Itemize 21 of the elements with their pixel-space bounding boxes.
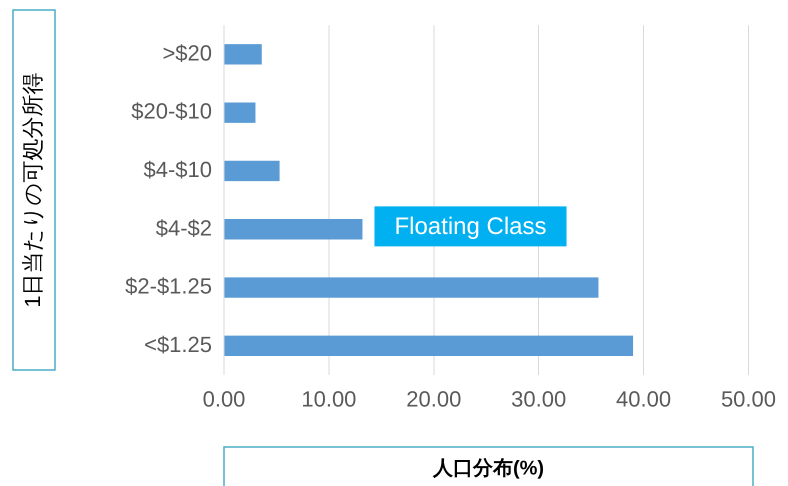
y-tick-label: $2-$1.25 bbox=[125, 274, 212, 299]
x-tick-label: 40.00 bbox=[616, 386, 672, 412]
bar bbox=[224, 102, 256, 123]
bar bbox=[224, 219, 362, 240]
bar bbox=[224, 44, 262, 65]
x-tick-label: 50.00 bbox=[720, 386, 776, 412]
y-axis-title: 1日当たりの可処分所得 bbox=[20, 72, 46, 308]
y-tick-label: >$20 bbox=[162, 40, 212, 66]
y-tick-label: $4-$2 bbox=[156, 215, 212, 240]
y-tick-label: $4-$10 bbox=[143, 157, 212, 182]
x-tick-label: 30.00 bbox=[511, 386, 566, 412]
x-tick-label: 10.00 bbox=[301, 386, 356, 412]
annotation: Floating Class bbox=[394, 212, 547, 240]
y-tick-label: $20-$10 bbox=[131, 98, 212, 124]
bar bbox=[224, 336, 634, 356]
x-tick-label: 0.00 bbox=[202, 386, 246, 412]
y-tick-label: <$1.25 bbox=[144, 332, 212, 357]
x-tick-label: 20.00 bbox=[406, 386, 462, 412]
x-axis-title: 人口分布(%) bbox=[432, 458, 544, 480]
bar bbox=[224, 277, 598, 298]
bar bbox=[224, 160, 280, 182]
